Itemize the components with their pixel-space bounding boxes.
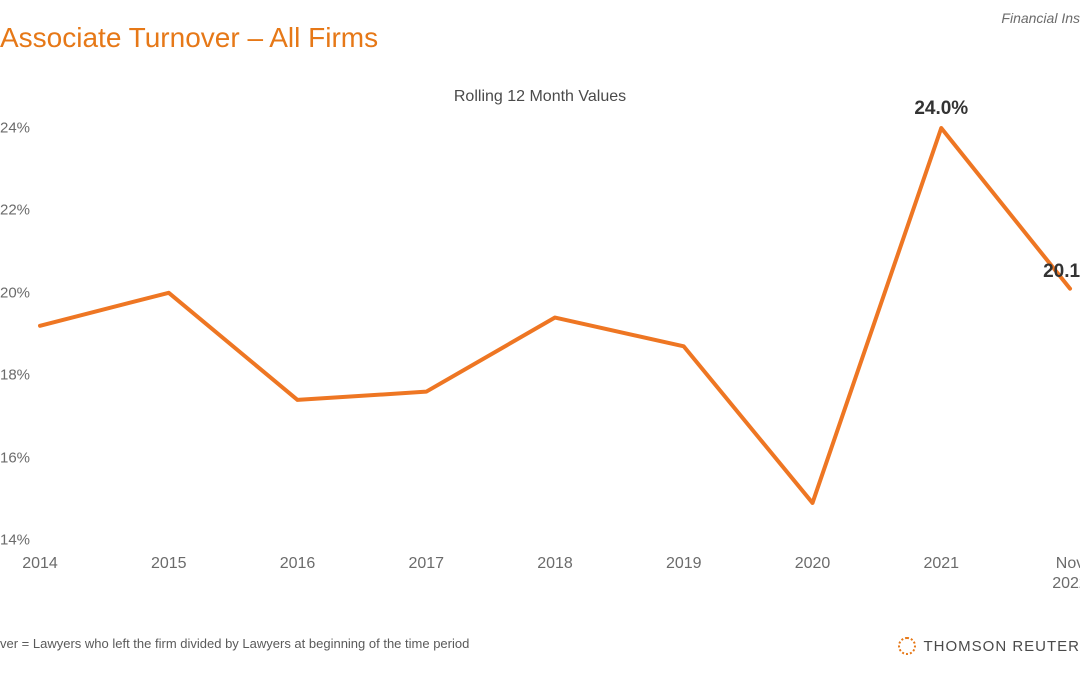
corner-note: Financial Ins <box>1001 10 1080 26</box>
brand-badge: THOMSON REUTER <box>898 637 1080 655</box>
data-point-label: 20.1% <box>1043 261 1080 283</box>
brand-sunburst-icon <box>898 637 916 655</box>
turnover-series-line <box>40 128 1070 503</box>
turnover-line-chart: 14%16%18%20%22%24%2014201520162017201820… <box>0 120 1080 590</box>
brand-text: THOMSON REUTER <box>924 638 1080 655</box>
footnote: ver = Lawyers who left the firm divided … <box>0 636 469 651</box>
page-title: Associate Turnover – All Firms <box>0 22 378 54</box>
chart-plot-area <box>0 120 1080 590</box>
data-point-label: 24.0% <box>914 98 968 120</box>
